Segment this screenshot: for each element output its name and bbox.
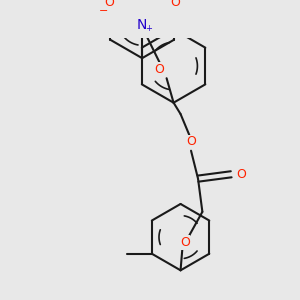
- Text: O: O: [237, 168, 247, 181]
- Text: O: O: [180, 236, 190, 249]
- Text: −: −: [99, 6, 108, 16]
- Text: O: O: [104, 0, 114, 9]
- Text: O: O: [170, 0, 180, 9]
- Text: N: N: [137, 18, 147, 32]
- Text: O: O: [186, 136, 196, 148]
- Text: +: +: [145, 24, 152, 33]
- Text: O: O: [155, 63, 164, 76]
